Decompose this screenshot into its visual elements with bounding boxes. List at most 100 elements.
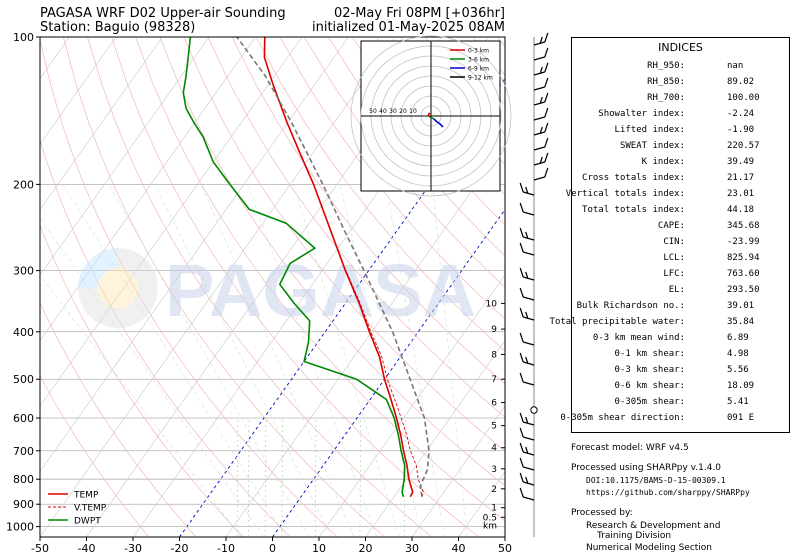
wind-barb	[523, 211, 535, 216]
height-tick-label: 4	[491, 444, 497, 454]
wind-barb	[523, 381, 535, 386]
wind-barbs	[519, 32, 549, 537]
index-value: nan	[727, 61, 744, 71]
wind-barb	[533, 41, 545, 46]
index-value: 345.68	[727, 221, 760, 231]
wind-barb-flag	[544, 122, 549, 133]
hodograph-segment	[429, 116, 433, 119]
wind-barb-flag	[539, 96, 543, 104]
wind-barb-flag	[544, 167, 549, 178]
mixing-ratio-line	[264, 418, 267, 537]
wind-barb-flag	[525, 446, 529, 454]
wind-barb-flag	[519, 202, 524, 213]
index-value: 23.01	[727, 189, 755, 199]
index-row: RH_950: nan	[572, 58, 789, 74]
height-tick-label: 0.5	[483, 513, 497, 523]
wind-barb-flag	[525, 476, 529, 484]
calm-wind-marker	[530, 406, 538, 414]
isotherm-line	[411, 405, 505, 537]
wind-barb	[523, 191, 535, 196]
dry-adiabat	[40, 38, 338, 537]
moist-adiabat	[432, 184, 468, 537]
mixing-ratio-line	[281, 418, 283, 537]
wind-barb-flag	[519, 427, 524, 438]
dry-adiabat	[63, 37, 385, 537]
x-tick-label: 10	[312, 542, 326, 555]
index-row: LFC: 763.60	[572, 266, 789, 282]
isotherm-line	[40, 37, 303, 407]
index-value: 39.49	[727, 157, 755, 167]
wind-barb	[523, 451, 535, 456]
index-label: 0-3 km shear:	[614, 365, 685, 375]
wind-barb-flag	[525, 356, 529, 364]
y-tick-label: 1000	[6, 521, 34, 534]
wind-barb-flag	[539, 156, 543, 164]
x-tick-label: -10	[217, 542, 235, 555]
index-value: 100.00	[727, 93, 760, 103]
hodograph-segment	[436, 121, 440, 124]
indices-panel: INDICES RH_950: nan RH_850: 89.02 RH_700: 100…	[550, 37, 790, 433]
index-label: Showalter index:	[598, 109, 685, 119]
index-row: SWEAT index: 220.57	[572, 138, 789, 154]
moist-adiabat	[247, 184, 377, 537]
index-row: Bulk Richardson no.: 39.01	[572, 298, 789, 314]
wind-barb	[533, 71, 545, 76]
y-tick-label: 900	[13, 498, 34, 511]
wind-barb	[523, 296, 535, 301]
index-value: 18.09	[727, 381, 755, 391]
dry-adiabat	[207, 37, 505, 418]
wind-barb	[523, 341, 535, 346]
index-label: Total totals index:	[582, 205, 685, 215]
isotherm-line	[40, 37, 349, 473]
x-tick-label: 0	[269, 542, 276, 555]
wind-barb	[523, 436, 535, 441]
wind-barb	[523, 361, 535, 366]
hodograph-segment	[434, 119, 438, 123]
chart-legend: TEMP V.TEMP DWPT	[48, 491, 107, 527]
wind-barb	[533, 161, 545, 166]
moist-adiabat	[108, 184, 310, 537]
wind-barb-flag	[519, 442, 524, 453]
wind-barb	[533, 56, 545, 61]
hodograph-segment	[431, 117, 435, 120]
index-label: Vertical totals index:	[565, 189, 685, 199]
index-value: 220.57	[727, 141, 760, 151]
index-value: -1.90	[727, 125, 755, 135]
dry-adiabat	[135, 37, 505, 522]
moist-adiabat	[386, 184, 445, 537]
title-right-1: 02-May Fri 08PM [+036hr]	[333, 6, 505, 21]
hodograph-ring-label: 40	[379, 108, 387, 115]
moist-adiabat	[200, 184, 355, 537]
dry-adiabat	[328, 37, 505, 257]
isotherm-line	[40, 37, 70, 80]
index-label: RH_850:	[647, 77, 685, 87]
wind-barb-flag	[519, 307, 524, 318]
wind-barb-flag	[539, 36, 543, 44]
wind-barb-flag	[519, 457, 524, 468]
height-tick-label: 5	[491, 422, 497, 432]
index-row: EL: 293.50	[572, 282, 789, 298]
org-line-1: Research & Development and	[586, 521, 721, 531]
index-label: CAPE:	[657, 221, 685, 231]
mixing-ratio-line	[359, 418, 362, 537]
index-row: 0-305m shear: 5.41	[572, 394, 789, 410]
index-row: 0-3 km mean wind: 6.89	[572, 330, 789, 346]
wind-barb-flag	[525, 311, 529, 319]
isotherm-line	[365, 340, 505, 537]
series-temp-line	[263, 37, 414, 498]
hodograph-ring-label: 10	[409, 108, 417, 115]
height-tick-label: 6	[491, 399, 497, 409]
dry-adiabat	[40, 301, 197, 537]
title-left-2: Station: Baguio (98328)	[40, 20, 196, 35]
index-row: Vertical totals index: 23.01	[566, 186, 789, 202]
index-label: Total precipitable water:	[549, 317, 685, 327]
wind-barb	[523, 316, 535, 321]
wind-barb-flag	[519, 372, 524, 383]
index-value: 293.50	[727, 285, 760, 295]
y-tick-label: 600	[13, 412, 34, 425]
hodograph-legend-label: 9-12 km	[468, 75, 493, 82]
index-label: K index:	[641, 157, 685, 167]
index-value: 44.18	[727, 205, 755, 215]
height-tick-label: 7	[491, 375, 497, 385]
dry-adiabat	[111, 37, 480, 537]
